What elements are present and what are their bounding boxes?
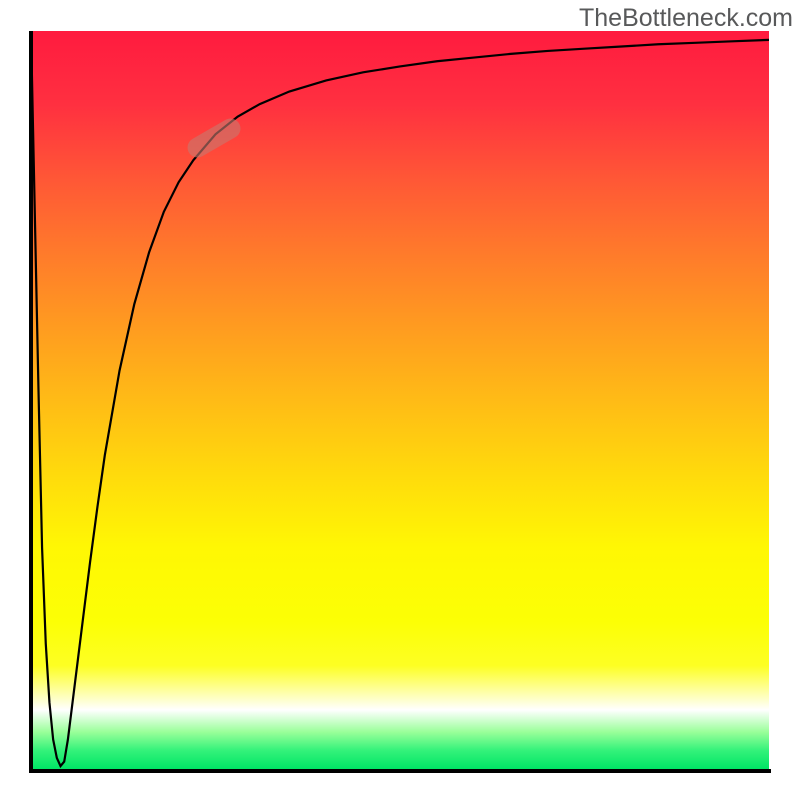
- curve-layer: [31, 31, 769, 769]
- chart-container: TheBottleneck.com: [0, 0, 800, 800]
- y-axis: [29, 31, 33, 773]
- curve-marker: [184, 115, 244, 161]
- bottleneck-curve: [31, 31, 769, 766]
- plot-area: [31, 31, 769, 769]
- watermark-text: TheBottleneck.com: [579, 4, 793, 33]
- x-axis: [29, 769, 771, 773]
